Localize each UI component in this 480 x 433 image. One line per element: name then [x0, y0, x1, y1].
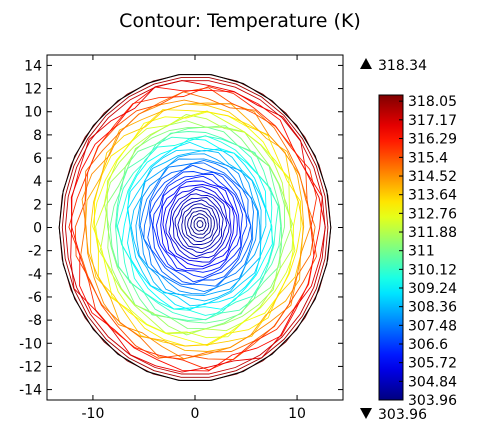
contour-line	[184, 207, 215, 243]
contour-line	[139, 160, 254, 292]
contour-line	[177, 199, 221, 250]
y-tick-label: 10	[24, 105, 42, 121]
max-value-label: 318.34	[378, 58, 427, 74]
contour-line	[190, 213, 210, 235]
contour-line	[174, 197, 224, 254]
colorbar-tick-label: 303.96	[408, 393, 457, 409]
y-tick-label: -2	[28, 244, 42, 260]
min-triangle-icon	[360, 408, 372, 419]
colorbar-tick-label: 304.84	[408, 374, 457, 390]
colorbar-tick-label: 312.76	[408, 206, 457, 222]
y-tick-label: 14	[24, 58, 42, 74]
max-triangle-icon	[360, 58, 372, 69]
domain-boundary	[58, 74, 332, 381]
contour-line	[92, 111, 299, 347]
min-value-label: 303.96	[378, 407, 427, 423]
contour-line	[121, 138, 273, 310]
y-tick-label: 12	[24, 82, 42, 98]
colorbar-tick-label: 311.88	[408, 225, 457, 241]
y-tick-label: 0	[33, 221, 42, 237]
colorbar-tick-label: 318.05	[408, 94, 457, 110]
y-tick-label: -4	[28, 267, 42, 283]
colorbar: 318.05 317.17 316.29 315.4 314.52 313.64 312.7…	[360, 58, 457, 423]
contour-line	[165, 186, 232, 263]
contour-line	[80, 91, 316, 360]
contour-line	[152, 173, 243, 278]
y-tick-label: -10	[19, 336, 42, 352]
contour-line	[171, 193, 228, 258]
contour-line	[95, 110, 296, 339]
colorbar-tick-label: 316.29	[408, 131, 457, 147]
y-tick-label: 6	[33, 151, 42, 167]
contour-line	[168, 188, 230, 260]
contour-line	[116, 135, 274, 316]
contour-line	[135, 153, 261, 296]
x-tick-label: 0	[191, 406, 200, 422]
contour-line	[156, 175, 241, 273]
colorbar-tick-label: 307.48	[408, 318, 457, 334]
contour-line	[160, 180, 238, 270]
y-tick-label: 4	[33, 174, 42, 190]
colorbar-tick-label: 314.52	[408, 169, 457, 185]
contour-line	[61, 77, 329, 378]
contour-line	[130, 149, 262, 302]
y-tick-label: 2	[33, 197, 42, 213]
colorbar-tick-label: 310.12	[408, 262, 457, 278]
contour-line	[90, 103, 304, 347]
contour-line	[193, 216, 207, 232]
y-tick-label: -8	[28, 313, 42, 329]
chart-title: Contour: Temperature (K)	[119, 10, 361, 32]
contour-line	[196, 220, 204, 229]
contour-line	[93, 109, 302, 347]
contour-line	[149, 171, 248, 283]
colorbar-tick-label: 311	[408, 244, 435, 260]
contour-line	[81, 99, 311, 360]
contour-line	[187, 210, 212, 239]
colorbar-tick-label: 309.24	[408, 281, 457, 297]
colorbar-tick-label: 305.72	[408, 356, 457, 372]
axis-ticks: -10 0 10 14 12 10 8 6 4 2 0 -2 -4 -6 -8 -10 -12 -14	[19, 55, 343, 422]
contour-line	[162, 184, 235, 267]
y-tick-label: -6	[28, 290, 42, 306]
contour-line	[64, 80, 326, 375]
y-tick-label: -14	[19, 383, 42, 399]
colorbar-gradient	[378, 94, 404, 401]
contour-line	[106, 125, 286, 330]
contour-line	[147, 164, 252, 285]
contour-line	[181, 203, 218, 246]
colorbar-tick-label: 315.4	[408, 150, 448, 166]
contour-line	[68, 86, 317, 371]
y-tick-label: 8	[33, 128, 42, 144]
contour-line	[138, 158, 258, 295]
contour-line	[109, 126, 282, 324]
x-tick-label: -10	[81, 406, 104, 422]
colorbar-tick-label: 313.64	[408, 188, 457, 204]
colorbar-tick-label: 306.6	[408, 337, 448, 353]
contour-lines	[58, 73, 332, 382]
x-tick-label: 10	[288, 406, 306, 422]
contour-line	[74, 87, 317, 360]
colorbar-tick-label: 308.36	[408, 300, 457, 316]
y-tick-label: -12	[19, 359, 42, 375]
colorbar-tick-label: 317.17	[408, 113, 457, 129]
